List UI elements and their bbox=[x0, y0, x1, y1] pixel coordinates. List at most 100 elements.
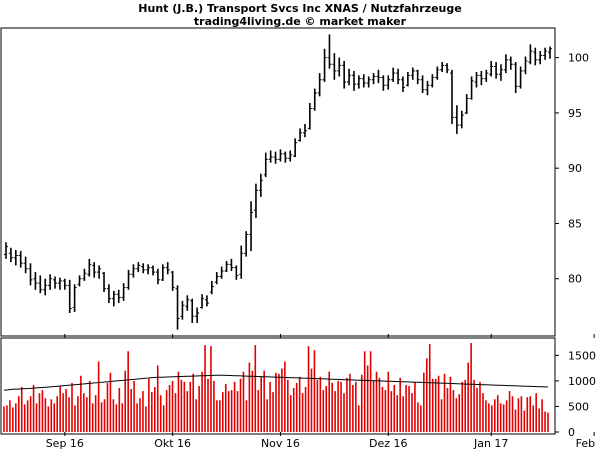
price-bar bbox=[253, 183, 258, 218]
price-bar bbox=[386, 75, 391, 90]
price-bar bbox=[449, 69, 454, 124]
price-bar bbox=[97, 265, 102, 279]
price-bar bbox=[302, 123, 307, 138]
price-bar bbox=[258, 173, 263, 197]
price-bar bbox=[116, 289, 121, 304]
price-bar bbox=[209, 280, 214, 295]
time-tick-label: Sep 16 bbox=[46, 437, 84, 450]
price-bar bbox=[239, 245, 244, 279]
price-bar bbox=[288, 150, 293, 162]
price-bar bbox=[489, 60, 494, 77]
price-bar bbox=[283, 151, 288, 163]
price-bar bbox=[141, 263, 146, 274]
price-bar bbox=[67, 279, 72, 313]
price-bar bbox=[435, 66, 440, 80]
price-bar bbox=[204, 295, 209, 307]
price-axis: 80 85 90 95 100 bbox=[555, 52, 589, 286]
price-bar bbox=[268, 150, 273, 163]
price-bar bbox=[234, 265, 239, 280]
price-bar bbox=[229, 258, 234, 271]
price-bar bbox=[440, 62, 445, 73]
price-bar bbox=[474, 72, 479, 88]
price-bar bbox=[548, 46, 552, 59]
price-tick-label: 100 bbox=[568, 52, 589, 65]
volume-tick-label: 0 bbox=[568, 426, 575, 439]
price-bar bbox=[356, 75, 361, 89]
price-bar bbox=[342, 60, 347, 89]
volume-moving-average bbox=[3, 374, 549, 391]
volume-tick-label: 1500 bbox=[568, 349, 596, 362]
price-tick-label: 90 bbox=[568, 162, 582, 175]
price-bar bbox=[62, 278, 67, 290]
price-bar bbox=[494, 62, 499, 79]
price-bar bbox=[337, 57, 342, 77]
price-bar bbox=[175, 285, 180, 330]
price-bar bbox=[464, 94, 469, 115]
price-bar bbox=[484, 69, 489, 82]
price-bars bbox=[4, 34, 552, 330]
price-bar bbox=[249, 201, 254, 252]
price-bar bbox=[543, 47, 548, 60]
price-bar bbox=[513, 62, 518, 94]
time-axis: Sep 16 Okt 16 Nov 16 Dez 16 Jan 17 Feb 17 bbox=[46, 334, 600, 450]
price-bar bbox=[224, 261, 229, 273]
price-bar bbox=[410, 67, 415, 80]
price-bar bbox=[312, 88, 317, 111]
time-tick-label: Nov 16 bbox=[261, 437, 300, 450]
price-bar bbox=[131, 264, 136, 278]
price-bar bbox=[533, 47, 538, 66]
price-bar bbox=[170, 270, 175, 291]
price-bar bbox=[381, 75, 386, 91]
price-bar bbox=[332, 53, 337, 80]
price-bar bbox=[121, 283, 126, 301]
price-bar bbox=[445, 63, 450, 74]
price-bar bbox=[200, 294, 205, 309]
price-bar bbox=[155, 268, 160, 285]
price-bar bbox=[278, 149, 283, 162]
price-bar bbox=[180, 300, 185, 320]
price-bar bbox=[538, 51, 543, 65]
price-tick-label: 80 bbox=[568, 273, 582, 286]
price-bar bbox=[469, 76, 474, 100]
time-tick-label: Dez 16 bbox=[369, 437, 408, 450]
price-bar bbox=[347, 68, 352, 86]
price-bar bbox=[405, 72, 410, 87]
price-bar bbox=[214, 272, 219, 285]
price-bar bbox=[195, 307, 200, 323]
price-bar bbox=[106, 284, 111, 304]
volume-bars bbox=[3, 343, 549, 432]
price-bar bbox=[396, 68, 401, 85]
price-bar bbox=[151, 265, 156, 276]
price-bar bbox=[361, 74, 366, 88]
price-bar bbox=[425, 80, 430, 96]
volume-tick-label: 500 bbox=[568, 400, 589, 413]
price-bar bbox=[293, 138, 298, 158]
price-bar bbox=[57, 277, 62, 290]
price-bar bbox=[146, 264, 151, 275]
price-bar bbox=[317, 73, 322, 97]
price-bar bbox=[38, 275, 43, 294]
time-tick-label: Okt 16 bbox=[154, 437, 191, 450]
time-tick-label: Feb 17 bbox=[576, 437, 600, 450]
price-bar bbox=[503, 54, 508, 74]
price-bar bbox=[102, 272, 107, 292]
price-bar bbox=[160, 264, 165, 281]
price-bar bbox=[420, 75, 425, 94]
price-bar bbox=[48, 274, 53, 290]
price-bar bbox=[263, 152, 268, 178]
price-bar bbox=[454, 105, 459, 134]
price-bar bbox=[371, 73, 376, 85]
price-bar bbox=[33, 272, 38, 290]
price-bar bbox=[415, 69, 420, 85]
price-bar bbox=[351, 70, 356, 91]
price-bar bbox=[43, 278, 48, 296]
price-bar bbox=[273, 151, 278, 164]
price-bar bbox=[518, 66, 523, 89]
chart-subtitle: trading4living.de © market maker bbox=[194, 15, 407, 28]
chart-title: Hunt (J.B.) Transport Svcs Inc XNAS / Nu… bbox=[138, 2, 461, 15]
price-bar bbox=[185, 295, 190, 311]
volume-tick-label: 1000 bbox=[568, 375, 596, 388]
price-tick-label: 95 bbox=[568, 107, 582, 120]
price-bar bbox=[479, 70, 484, 86]
